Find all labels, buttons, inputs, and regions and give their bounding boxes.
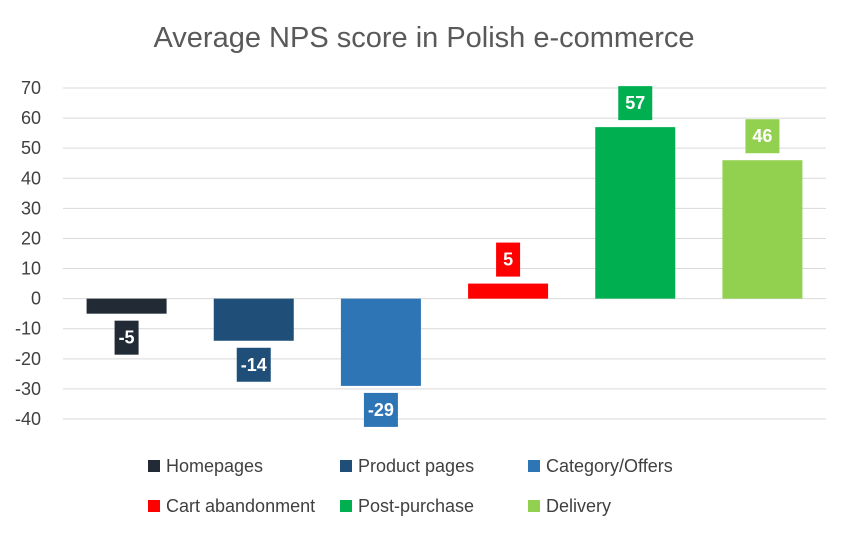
y-tick-label: -30 xyxy=(15,379,41,399)
bar xyxy=(595,127,676,299)
legend-swatch xyxy=(528,500,540,512)
data-label-box xyxy=(745,119,780,154)
y-tick-label: 60 xyxy=(21,108,41,128)
y-tick-label: -20 xyxy=(15,349,41,369)
legend-label: Delivery xyxy=(546,496,611,516)
data-label: -14 xyxy=(241,355,267,375)
legend-label: Post-purchase xyxy=(358,496,474,516)
legend-swatch xyxy=(340,500,352,512)
data-label-box xyxy=(496,242,521,277)
bar xyxy=(340,298,421,386)
data-label-box xyxy=(236,347,271,382)
data-label-box xyxy=(618,86,653,121)
legend-swatch xyxy=(148,500,160,512)
legend-swatch xyxy=(528,460,540,472)
gridlines xyxy=(63,87,826,420)
data-label: 46 xyxy=(752,126,772,146)
y-tick-label: 50 xyxy=(21,138,41,158)
legend-label: Cart abandonment xyxy=(166,496,315,516)
data-label: 57 xyxy=(625,93,645,113)
y-tick-label: 40 xyxy=(21,168,41,188)
legend-swatch xyxy=(148,460,160,472)
data-label: 5 xyxy=(503,250,513,270)
y-tick-label: 70 xyxy=(21,78,41,98)
y-tick-label: 20 xyxy=(21,228,41,248)
bar xyxy=(213,298,294,341)
y-tick-label: -40 xyxy=(15,409,41,429)
legend-label: Product pages xyxy=(358,456,474,476)
y-tick-label: -10 xyxy=(15,319,41,339)
y-tick-label: 10 xyxy=(21,259,41,279)
legend-label: Category/Offers xyxy=(546,456,673,476)
bar xyxy=(86,298,167,314)
legend: Homepages Product pages Category/Offers Car… xyxy=(148,456,673,516)
y-tick-label: 30 xyxy=(21,198,41,218)
bar xyxy=(468,283,549,299)
data-label-box xyxy=(363,392,398,427)
legend-swatch xyxy=(340,460,352,472)
bar xyxy=(722,160,803,299)
data-label-box xyxy=(114,320,139,355)
y-tick-label: 0 xyxy=(31,289,41,309)
chart-title: Average NPS score in Polish e-commerce xyxy=(153,22,694,54)
legend-label: Homepages xyxy=(166,456,263,476)
data-label: -29 xyxy=(368,400,394,420)
data-labels: -5 -14 -29 5 57 46 xyxy=(114,86,780,427)
data-label: -5 xyxy=(119,328,135,348)
bars xyxy=(86,127,803,386)
y-axis-ticks: 70 60 50 40 30 20 10 0 -10 -20 -30 -40 xyxy=(15,78,41,429)
